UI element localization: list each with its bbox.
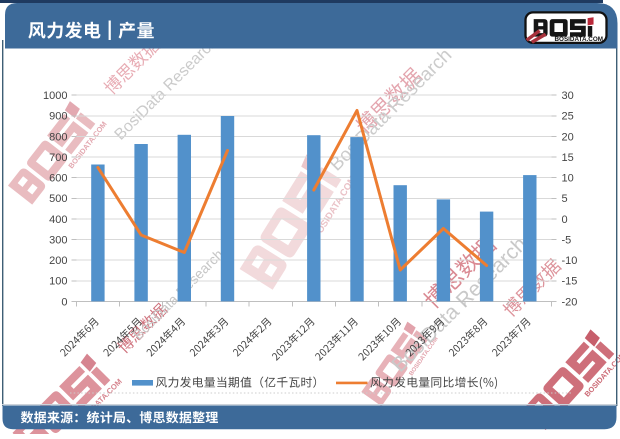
svg-text:800: 800 bbox=[49, 131, 67, 143]
svg-text:400: 400 bbox=[49, 214, 67, 226]
svg-text:1000: 1000 bbox=[43, 90, 67, 102]
svg-text:25: 25 bbox=[562, 111, 574, 123]
svg-text:5: 5 bbox=[562, 193, 568, 205]
svg-text:200: 200 bbox=[49, 255, 67, 267]
svg-text:600: 600 bbox=[49, 173, 67, 185]
svg-text:20: 20 bbox=[562, 131, 574, 143]
svg-text:700: 700 bbox=[49, 152, 67, 164]
svg-text:0: 0 bbox=[61, 296, 67, 308]
svg-text:30: 30 bbox=[562, 90, 574, 102]
svg-text:500: 500 bbox=[49, 193, 67, 205]
svg-text:0: 0 bbox=[562, 214, 568, 226]
svg-text:BOSIDATA.COM: BOSIDATA.COM bbox=[555, 36, 604, 43]
svg-text:-10: -10 bbox=[562, 255, 578, 267]
svg-text:-5: -5 bbox=[562, 234, 572, 246]
svg-text:-20: -20 bbox=[562, 296, 578, 308]
svg-text:900: 900 bbox=[49, 111, 67, 123]
svg-text:300: 300 bbox=[49, 234, 67, 246]
svg-text:10: 10 bbox=[562, 173, 574, 185]
svg-text:-15: -15 bbox=[562, 276, 578, 288]
svg-text:15: 15 bbox=[562, 152, 574, 164]
svg-text:100: 100 bbox=[49, 276, 67, 288]
